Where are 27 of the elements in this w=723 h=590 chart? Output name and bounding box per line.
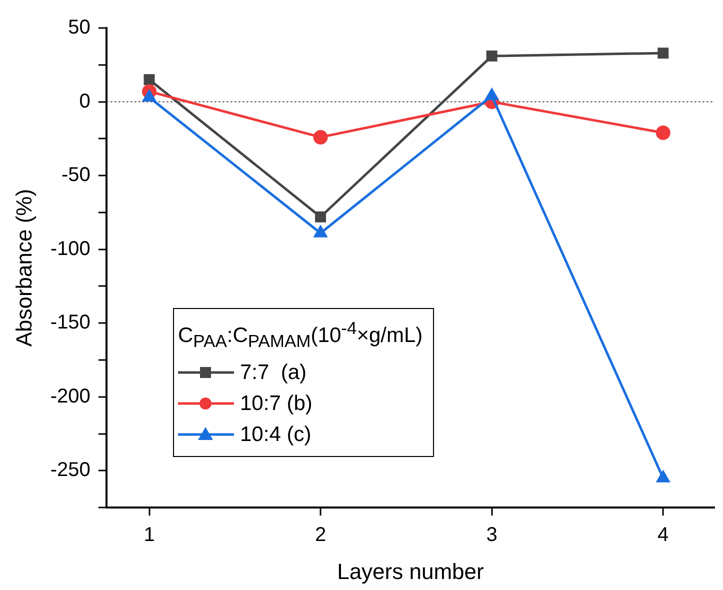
x-tick-label: 1 (144, 524, 155, 546)
point (314, 226, 327, 238)
point (658, 48, 669, 59)
point (656, 470, 670, 482)
y-axis-title: Absorbance (%) (11, 188, 36, 347)
legend-title: C$_{PAA}$:C$_{PAMAM}$(10$^{-4}$×g/mL) (178, 317, 423, 354)
point (485, 88, 498, 100)
y-tick-label: 0 (79, 90, 90, 112)
y-tick-label: 50 (68, 16, 90, 39)
point (313, 130, 328, 144)
point (656, 126, 670, 140)
point (315, 211, 326, 222)
y-tick-label: -150 (50, 312, 90, 334)
y-tick-label: -200 (50, 385, 90, 408)
legend-label: 10:7 (b) (240, 391, 312, 418)
x-axis-title: Layers number (337, 558, 484, 584)
legend-label: 7:7 (a) (240, 360, 307, 386)
x-tick-label: 4 (658, 524, 669, 546)
x-tick-label: 2 (314, 524, 326, 546)
y-tick-label: -50 (62, 164, 90, 186)
point (486, 50, 498, 62)
point (144, 74, 155, 86)
point (142, 90, 156, 102)
x-tick-label: 3 (486, 524, 498, 546)
legend-label: 10:4 (c) (240, 422, 312, 448)
y-tick-label: -100 (50, 238, 90, 260)
y-tick-label: -250 (50, 459, 90, 482)
